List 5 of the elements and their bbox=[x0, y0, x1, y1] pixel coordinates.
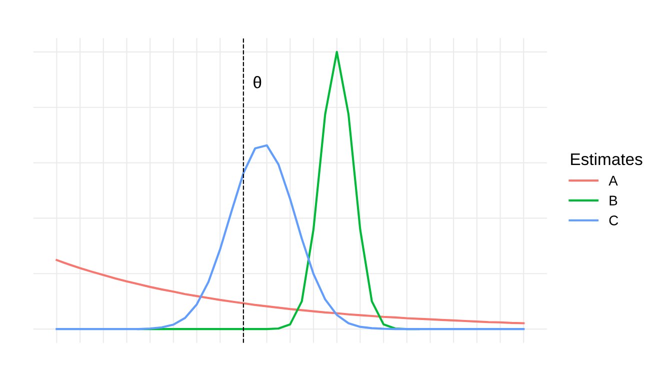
legend-title: Estimates bbox=[571, 152, 642, 166]
text: θ bbox=[254, 76, 262, 88]
legend-label: B bbox=[610, 196, 618, 206]
legend-label: C bbox=[609, 216, 618, 226]
legend-label: A bbox=[608, 176, 618, 186]
